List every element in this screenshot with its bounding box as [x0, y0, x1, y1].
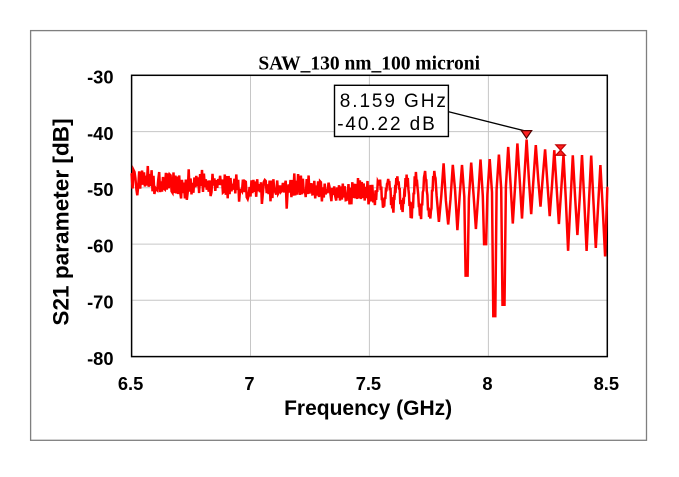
svg-text:8: 8: [482, 373, 492, 394]
svg-text:8.159 GHz: 8.159 GHz: [340, 91, 448, 112]
svg-text:7.5: 7.5: [356, 373, 381, 394]
svg-text:Frequency (GHz): Frequency (GHz): [284, 397, 452, 420]
svg-text:-50: -50: [87, 179, 113, 200]
svg-text:-60: -60: [87, 235, 113, 256]
svg-text:-40.22 dB: -40.22 dB: [337, 114, 437, 135]
svg-text:SAW_130 nm_100 microni: SAW_130 nm_100 microni: [258, 54, 480, 75]
svg-text:7: 7: [244, 373, 254, 394]
svg-text:6.5: 6.5: [118, 373, 143, 394]
svg-text:-40: -40: [87, 123, 113, 144]
svg-text:-30: -30: [87, 67, 113, 88]
svg-text:-70: -70: [87, 292, 113, 313]
svg-text:-80: -80: [87, 348, 113, 369]
svg-text:8.5: 8.5: [594, 373, 619, 394]
svg-text:S21 parameter [dB]: S21 parameter [dB]: [49, 118, 74, 325]
